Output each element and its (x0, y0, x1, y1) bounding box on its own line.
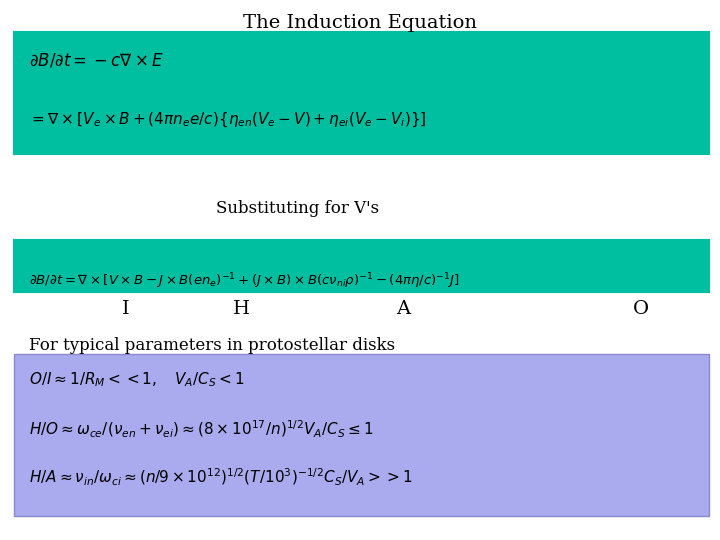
FancyBboxPatch shape (14, 240, 709, 292)
Text: H: H (233, 300, 250, 318)
Text: $O/I \approx 1/R_M << 1, \quad V_A/C_S < 1$: $O/I \approx 1/R_M << 1, \quad V_A/C_S <… (29, 370, 244, 389)
Text: $\partial B / \partial t = -c\nabla \times E$: $\partial B / \partial t = -c\nabla \tim… (29, 51, 163, 69)
Text: Substituting for V's: Substituting for V's (216, 200, 379, 217)
Text: $\partial B/\partial t = \nabla \times [V \times B - J \times B(en_e)^{-1} + (J : $\partial B/\partial t = \nabla \times [… (29, 272, 460, 291)
Text: $= \nabla \times [V_e \times B + (4\pi n_e e/c)\{\eta_{en}(V_e - V) + \eta_{ei}(: $= \nabla \times [V_e \times B + (4\pi n… (29, 111, 426, 129)
Text: The Induction Equation: The Induction Equation (243, 14, 477, 31)
Text: I: I (122, 300, 130, 318)
Text: $H/A \approx \nu_{in}/\omega_{ci} \approx (n/9 \times 10^{12})^{1/2}(T/10^3)^{-1: $H/A \approx \nu_{in}/\omega_{ci} \appro… (29, 467, 412, 488)
Text: $H/O \approx \omega_{ce}/(\nu_{en} + \nu_{ei}) \approx (8 \times 10^{17}/n)^{1/2: $H/O \approx \omega_{ce}/(\nu_{en} + \nu… (29, 418, 374, 440)
Text: O: O (633, 300, 649, 318)
FancyBboxPatch shape (14, 354, 709, 516)
Text: A: A (396, 300, 410, 318)
Text: For typical parameters in protostellar disks: For typical parameters in protostellar d… (29, 338, 395, 354)
FancyBboxPatch shape (14, 32, 709, 154)
